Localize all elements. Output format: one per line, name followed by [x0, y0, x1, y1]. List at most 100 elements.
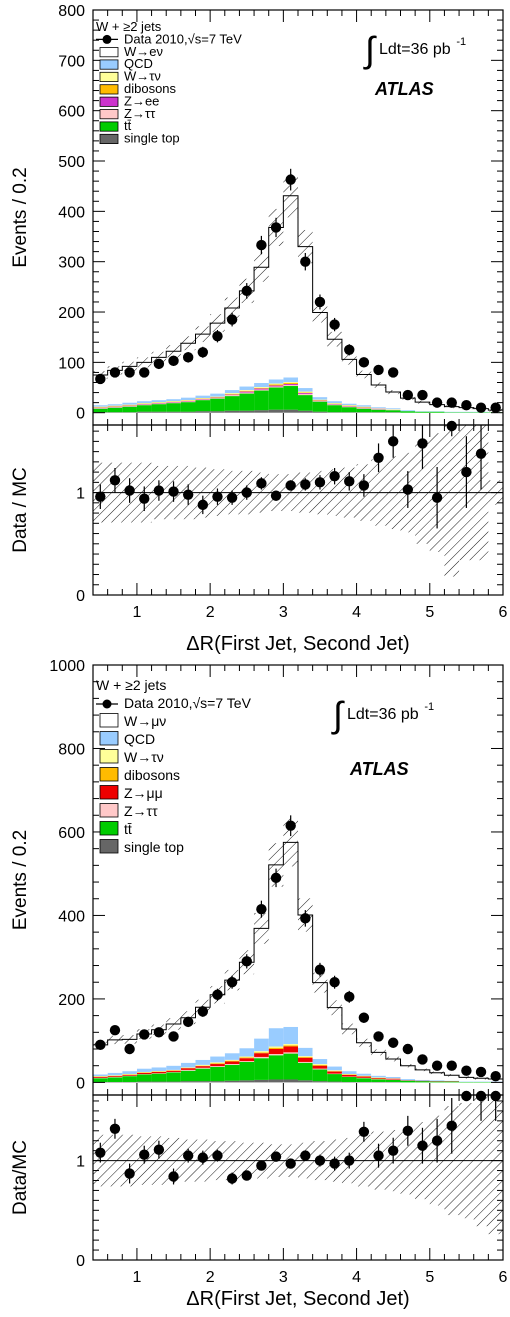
legend-swatch	[99, 767, 119, 782]
stack-bar	[327, 1070, 342, 1072]
stack-bar	[298, 391, 313, 393]
stack-bar	[93, 1044, 108, 1075]
mc-uncertainty-band	[429, 1071, 445, 1075]
data-point	[402, 389, 414, 401]
ratio-point	[431, 1135, 443, 1146]
electron-channel-figure: 0 100 200 300 400 500 600 700 800 Events / 0.2 0 1 1…	[10, 3, 508, 655]
luminosity-label: ∫ Ldt=36 pb -1	[363, 29, 466, 70]
data-point	[387, 1037, 399, 1048]
stack-bar	[210, 1063, 225, 1065]
stack-bar	[254, 1038, 269, 1052]
mc-uncertainty-band	[341, 1023, 357, 1035]
stack-bar	[312, 1081, 328, 1083]
stack-bar	[107, 1076, 123, 1077]
stack-bar	[400, 398, 416, 411]
ratio-point	[285, 1158, 296, 1169]
stack-bar	[429, 1072, 445, 1081]
stack-bar	[136, 1033, 152, 1069]
stack-bar	[239, 410, 255, 413]
stack-bar	[341, 1074, 357, 1077]
stack-bar	[151, 1029, 167, 1068]
stack-bar	[254, 410, 269, 413]
ratio-point	[314, 1155, 326, 1166]
stack-bar	[444, 1081, 460, 1083]
stack-bar	[327, 405, 342, 413]
stack-bar	[136, 1081, 152, 1083]
stack-bar	[239, 386, 255, 391]
stack-series	[93, 386, 503, 413]
stack-bar	[298, 394, 313, 396]
stack-bar	[195, 395, 211, 399]
stack-bar	[122, 405, 137, 406]
stack-bar	[136, 411, 152, 413]
data-point	[373, 1031, 384, 1042]
stack-bar	[268, 384, 284, 386]
ratio-point	[197, 1152, 209, 1163]
stack-bar	[400, 1079, 416, 1081]
mc-uncertainty-band	[254, 912, 269, 944]
ratio-point	[300, 1150, 311, 1161]
stack-bar	[224, 1080, 240, 1083]
stack-bar	[254, 383, 269, 388]
stack-bar	[210, 1062, 225, 1064]
legend-entry: Z→ττ	[124, 106, 156, 121]
stack-bar	[298, 393, 313, 395]
stack-series	[93, 195, 503, 413]
ratio-point	[402, 1125, 414, 1136]
stack-bar	[180, 401, 196, 403]
legend-entry: QCD	[124, 731, 155, 747]
stack-bar	[210, 393, 225, 397]
mc-uncertainty-band	[283, 818, 298, 867]
stack-bar	[166, 1070, 181, 1072]
stack-bar	[268, 385, 284, 387]
stack-bar	[254, 1051, 269, 1053]
stack-bar	[136, 1074, 152, 1082]
stack-series	[93, 385, 401, 411]
x-tick-label: 1	[132, 1269, 141, 1286]
mc-uncertainty-band	[254, 252, 269, 282]
mc-uncertainty-band	[166, 1018, 181, 1030]
stack-bar	[93, 1078, 108, 1082]
legend-entry: Z→ττ	[124, 803, 158, 819]
atlas-label: ATLAS	[349, 759, 409, 779]
ratio-point	[490, 1090, 501, 1102]
stack-bar	[151, 1081, 167, 1083]
stack-bar	[429, 411, 445, 413]
ratio-point	[329, 1158, 340, 1169]
stack-bar	[268, 1047, 284, 1050]
ratio-points	[95, 1090, 501, 1185]
legend-entry: dibosons	[124, 81, 177, 96]
stack-bar	[210, 1066, 225, 1067]
y-tick-label: 200	[58, 992, 85, 1009]
x-tick-label: 3	[279, 604, 288, 621]
stack-bar	[136, 1072, 152, 1075]
data-point	[153, 1027, 165, 1038]
ratio-point	[124, 1168, 135, 1179]
stack-bar	[210, 397, 225, 399]
stack-bar	[254, 389, 269, 391]
stack-bar	[195, 398, 211, 400]
stack-bar	[327, 401, 342, 404]
stack-bar	[327, 403, 342, 405]
data-point	[402, 1043, 414, 1055]
stack-bar	[195, 1081, 211, 1083]
stack-bar	[298, 1080, 313, 1083]
stack-bar	[312, 397, 328, 400]
stack-bar	[195, 1067, 211, 1069]
stack-bar	[371, 385, 386, 408]
stack-bar	[298, 1061, 313, 1063]
stack-bar	[327, 403, 342, 404]
stack-bar	[268, 1049, 284, 1055]
data-point	[475, 1066, 487, 1078]
stack-bar	[166, 411, 181, 413]
ratio-y-axis-label: Data/MC	[10, 1140, 31, 1215]
stack-bar	[180, 343, 196, 398]
x-tick-label: 2	[206, 604, 215, 621]
mc-uncertainty-band	[122, 361, 137, 372]
stack-bar	[224, 394, 240, 396]
stack-bar	[210, 1064, 225, 1067]
stack-bar	[107, 406, 123, 408]
legend-swatch	[99, 785, 119, 800]
legend-swatch	[99, 47, 119, 58]
